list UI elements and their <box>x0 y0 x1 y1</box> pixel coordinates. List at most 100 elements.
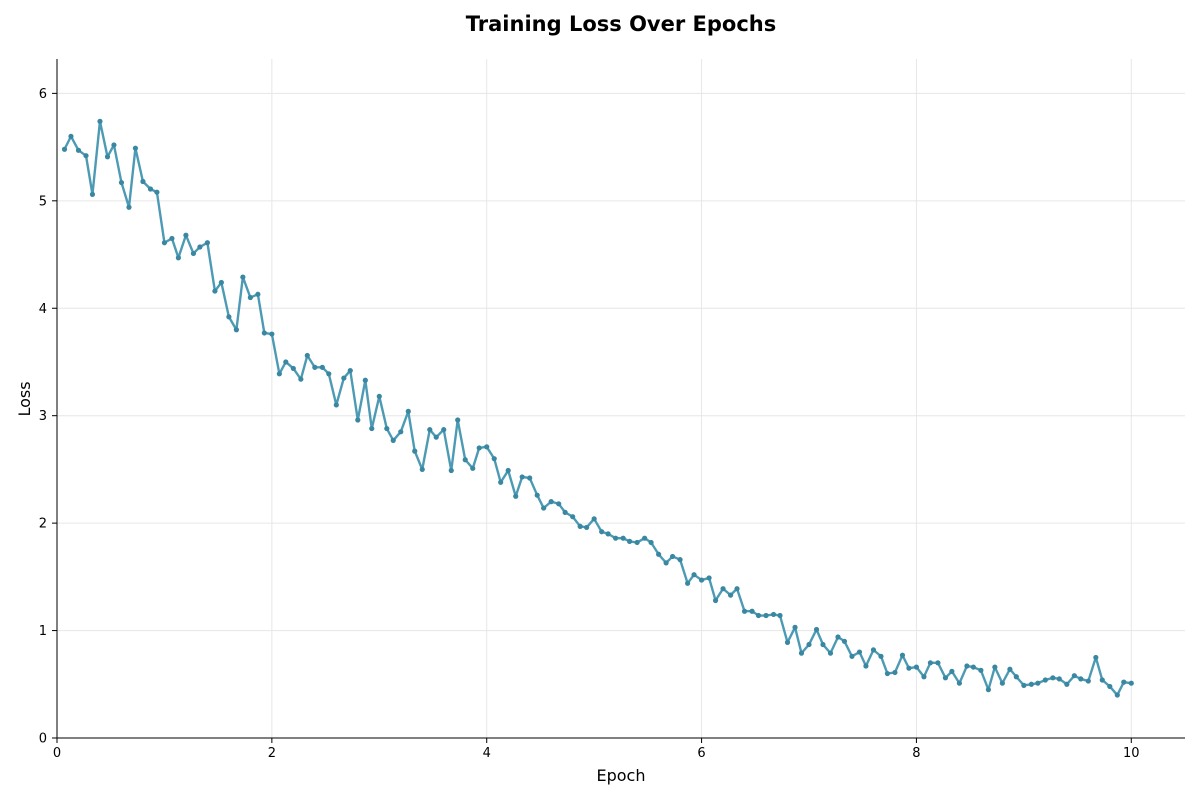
data-point <box>956 680 963 686</box>
data-point <box>255 291 261 297</box>
data-point <box>698 577 705 583</box>
data-point <box>770 611 777 618</box>
data-point <box>1093 654 1099 661</box>
data-point <box>1099 677 1105 683</box>
data-point <box>97 118 103 124</box>
x-tick-label: 10 <box>1123 746 1140 761</box>
data-point <box>964 663 970 669</box>
data-point <box>161 240 168 246</box>
data-point <box>792 624 798 630</box>
data-point <box>541 505 547 511</box>
data-point <box>1050 675 1056 681</box>
data-point <box>390 437 396 444</box>
x-tick-label: 6 <box>697 746 705 761</box>
data-point <box>642 535 648 541</box>
data-point <box>813 626 820 633</box>
data-point <box>247 294 253 301</box>
data-point <box>712 597 719 604</box>
data-point <box>362 377 368 383</box>
data-point <box>298 376 304 382</box>
data-point <box>892 669 898 676</box>
data-point <box>741 608 748 614</box>
data-point <box>648 539 654 546</box>
data-point <box>727 592 734 598</box>
data-point <box>1007 666 1013 672</box>
data-point <box>584 524 590 531</box>
data-point <box>669 553 676 560</box>
data-point <box>319 364 325 370</box>
data-point <box>132 145 139 151</box>
data-point <box>656 551 662 557</box>
y-axis-label: Loss <box>15 381 34 416</box>
data-point <box>104 154 111 160</box>
data-point <box>613 535 619 541</box>
data-point <box>484 444 490 450</box>
y-tick-label: 3 <box>39 409 47 424</box>
grid-lines <box>56 59 1185 739</box>
data-point <box>720 586 726 592</box>
y-tick-label: 5 <box>39 194 47 209</box>
data-point <box>949 668 955 674</box>
data-point <box>190 250 197 257</box>
data-point <box>835 634 841 640</box>
y-tick-label: 0 <box>39 732 47 747</box>
data-point <box>140 178 146 185</box>
data-point <box>304 352 310 359</box>
data-point <box>269 331 275 337</box>
y-tick-label: 6 <box>39 87 47 102</box>
data-point <box>856 649 863 655</box>
data-point <box>376 393 382 399</box>
data-point <box>942 675 949 681</box>
data-point <box>175 255 181 261</box>
data-point <box>505 467 511 474</box>
data-point <box>68 133 74 139</box>
data-point <box>61 146 68 152</box>
data-point <box>261 330 267 336</box>
data-point <box>183 232 189 238</box>
data-point <box>369 425 375 432</box>
data-point <box>1042 677 1048 683</box>
data-point <box>1056 676 1062 682</box>
data-point <box>154 189 160 195</box>
data-point <box>827 650 834 656</box>
data-point <box>283 359 289 365</box>
data-point <box>276 371 282 377</box>
data-point <box>841 638 848 644</box>
data-point <box>798 650 805 656</box>
data-point <box>290 365 296 372</box>
data-point <box>734 586 740 592</box>
data-point <box>419 466 425 473</box>
data-point <box>226 314 232 320</box>
data-point <box>83 153 89 159</box>
data-point <box>634 539 640 546</box>
loss-series <box>61 118 1134 698</box>
data-point <box>1078 676 1084 682</box>
data-point <box>849 653 855 659</box>
data-point <box>591 516 597 522</box>
data-point <box>513 493 519 499</box>
data-point <box>412 448 418 454</box>
data-point <box>605 531 611 537</box>
data-point <box>992 664 998 670</box>
data-point <box>806 641 812 648</box>
data-point <box>1114 692 1120 698</box>
data-point <box>204 240 210 246</box>
data-point <box>1035 680 1041 686</box>
chart-title: Training Loss Over Epochs <box>466 12 776 36</box>
y-tick-label: 2 <box>39 517 47 532</box>
data-point <box>218 279 224 286</box>
data-point <box>906 665 912 671</box>
data-point <box>89 191 96 197</box>
data-point <box>197 244 203 250</box>
data-point <box>1021 682 1027 688</box>
data-point <box>878 653 884 659</box>
data-point <box>978 667 984 673</box>
x-tick-label: 4 <box>483 746 491 761</box>
data-point <box>820 641 826 648</box>
data-point <box>677 557 683 563</box>
y-tick-label: 4 <box>39 302 47 317</box>
data-point <box>626 538 633 544</box>
data-point <box>126 204 132 210</box>
data-point <box>312 364 318 370</box>
